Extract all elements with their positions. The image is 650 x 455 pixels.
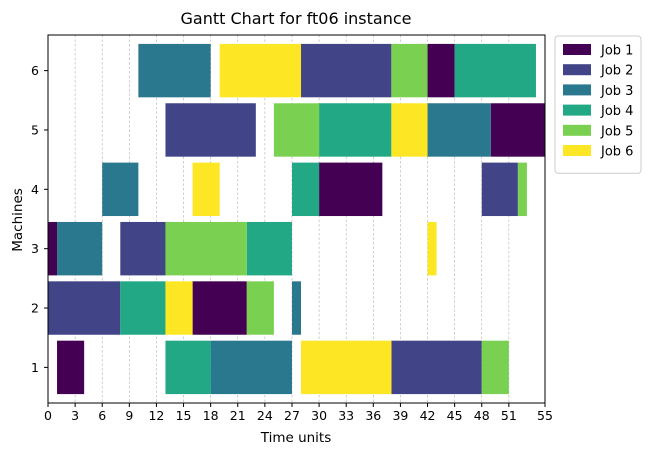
task-bar: [57, 221, 103, 276]
x-tick-label: 6: [98, 408, 106, 423]
y-tick-label: 2: [31, 301, 39, 316]
task-bar: [454, 43, 536, 98]
x-tick-label: 45: [447, 408, 463, 423]
legend-swatch: [563, 104, 591, 116]
x-tick-label: 12: [148, 408, 164, 423]
x-tick-label: 21: [230, 408, 246, 423]
y-tick-label: 4: [31, 182, 39, 197]
task-bar: [165, 103, 256, 157]
y-axis-ticks: 1 2 3 4 5 6: [31, 63, 48, 375]
task-bar: [391, 103, 428, 157]
task-bar: [48, 281, 121, 335]
x-tick-label: 51: [501, 408, 517, 423]
task-bar: [427, 221, 437, 276]
x-axis-ticks: 0 3 6 9 12 15 18 21 24 27 30 33 36 39 42 45 48 51 55: [44, 403, 553, 423]
axes-border: [47, 34, 546, 404]
task-bar: [273, 103, 320, 157]
task-bar: [165, 340, 211, 395]
task-bar: [219, 43, 302, 98]
task-bar: [481, 162, 518, 217]
y-tick-label: 6: [31, 63, 39, 78]
task-bar: [192, 162, 220, 217]
task-bar: [427, 103, 491, 157]
x-tick-label: 24: [257, 408, 273, 423]
legend-swatch: [563, 64, 591, 76]
task-bar: [57, 340, 85, 395]
legend-label: Job 1: [600, 44, 633, 59]
legend-label: Job 2: [600, 64, 633, 79]
x-tick-label: 39: [392, 408, 408, 423]
legend-swatch: [563, 145, 591, 156]
legend-swatch: [563, 44, 591, 55]
task-bar: [102, 162, 139, 217]
axes-frame: [47, 34, 546, 404]
task-bar: [391, 340, 482, 395]
task-bar: [319, 162, 383, 217]
task-bar: [490, 103, 545, 157]
y-tick-label: 1: [31, 360, 39, 375]
task-bar: [192, 281, 247, 335]
x-tick-label: 0: [44, 408, 52, 423]
legend-swatch: [563, 84, 591, 96]
chart-title: Gantt Chart for ft06 instance: [181, 9, 412, 28]
legend-swatch: [563, 124, 591, 136]
legend-label: Job 3: [600, 84, 633, 99]
task-bar: [120, 281, 166, 335]
legend-label: Job 6: [600, 145, 633, 160]
task-bar: [391, 43, 428, 98]
x-tick-label: 27: [284, 408, 300, 423]
legend-label: Job 5: [600, 124, 633, 139]
legend: Job 1 Job 2 Job 3 Job 4 Job 5 Job 6: [554, 35, 642, 174]
x-tick-label: 15: [176, 408, 192, 423]
x-tick-label: 9: [125, 408, 133, 423]
y-tick-label: 3: [31, 241, 39, 256]
task-bar: [291, 162, 320, 217]
x-tick-label: 42: [420, 408, 436, 423]
task-bar: [246, 281, 274, 335]
task-bar: [481, 340, 509, 395]
task-bar: [291, 281, 302, 335]
task-bar: [517, 162, 527, 217]
x-tick-label: 3: [71, 408, 79, 423]
task-bars: [48, 43, 545, 395]
legend-label: Job 4: [600, 104, 633, 119]
x-tick-label: 48: [474, 408, 490, 423]
task-bar: [120, 221, 166, 276]
x-tick-label: 33: [338, 408, 354, 423]
x-tick-label: 55: [537, 408, 553, 423]
x-tick-label: 36: [365, 408, 381, 423]
x-tick-label: 30: [311, 408, 327, 423]
task-bar: [165, 221, 247, 276]
task-bar: [138, 43, 211, 98]
task-bar: [301, 43, 392, 98]
task-bar: [165, 281, 193, 335]
task-bar: [301, 340, 392, 395]
task-bar: [427, 43, 455, 98]
task-bar: [319, 103, 392, 157]
x-axis-label: Time units: [260, 430, 332, 446]
y-axis-label: Machines: [10, 188, 26, 252]
task-bar: [246, 221, 292, 276]
y-tick-label: 5: [31, 122, 39, 137]
task-bar: [48, 221, 58, 276]
x-tick-label: 18: [203, 408, 219, 423]
task-bar: [210, 340, 292, 395]
